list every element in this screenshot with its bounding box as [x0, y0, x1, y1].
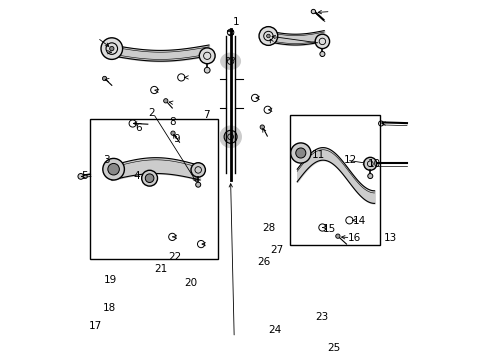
Circle shape [291, 143, 311, 163]
Circle shape [364, 157, 377, 170]
Text: 4: 4 [133, 171, 140, 181]
Text: 24: 24 [269, 325, 282, 336]
Text: 26: 26 [258, 257, 271, 267]
Bar [290, 115, 380, 245]
Circle shape [368, 174, 373, 179]
Text: 1: 1 [232, 17, 239, 27]
Text: 14: 14 [353, 216, 366, 226]
Text: 18: 18 [103, 303, 116, 313]
Circle shape [145, 174, 154, 183]
Text: 10: 10 [368, 159, 381, 169]
Text: 20: 20 [184, 278, 197, 288]
Circle shape [232, 57, 235, 60]
Text: 25: 25 [327, 343, 341, 354]
Circle shape [227, 29, 234, 36]
Bar [90, 119, 218, 259]
Text: 2: 2 [148, 108, 154, 118]
Text: 16: 16 [347, 233, 361, 243]
Circle shape [164, 99, 168, 103]
Circle shape [204, 67, 210, 73]
Circle shape [196, 182, 201, 187]
Circle shape [171, 131, 175, 135]
Circle shape [227, 57, 229, 60]
Circle shape [78, 174, 84, 179]
Circle shape [336, 234, 340, 238]
Text: 6: 6 [135, 123, 142, 133]
Circle shape [315, 34, 330, 49]
Ellipse shape [220, 126, 242, 148]
Circle shape [311, 9, 316, 14]
Text: 21: 21 [154, 264, 168, 274]
Circle shape [259, 27, 278, 45]
Text: 13: 13 [384, 233, 397, 243]
Text: 23: 23 [315, 312, 328, 322]
Circle shape [296, 148, 306, 158]
Text: 5: 5 [81, 171, 88, 181]
Circle shape [102, 76, 107, 81]
Circle shape [108, 163, 120, 175]
Text: 27: 27 [270, 245, 283, 255]
Circle shape [199, 48, 215, 64]
Circle shape [103, 158, 124, 180]
Circle shape [267, 34, 270, 38]
Text: 9: 9 [173, 134, 180, 144]
Circle shape [110, 46, 114, 51]
Circle shape [101, 38, 122, 59]
Circle shape [260, 125, 265, 129]
Text: 22: 22 [169, 252, 182, 262]
Circle shape [191, 163, 205, 177]
Text: 11: 11 [312, 150, 325, 160]
Text: 3: 3 [103, 155, 109, 165]
Circle shape [142, 170, 157, 186]
Text: 19: 19 [104, 275, 117, 285]
Circle shape [224, 130, 237, 143]
Text: 28: 28 [262, 222, 275, 233]
Ellipse shape [220, 53, 241, 69]
Text: 12: 12 [344, 155, 357, 165]
Text: 17: 17 [88, 321, 101, 331]
Text: 15: 15 [322, 224, 336, 234]
Text: 7: 7 [204, 110, 210, 120]
Circle shape [320, 51, 325, 57]
Text: 8: 8 [170, 117, 176, 127]
